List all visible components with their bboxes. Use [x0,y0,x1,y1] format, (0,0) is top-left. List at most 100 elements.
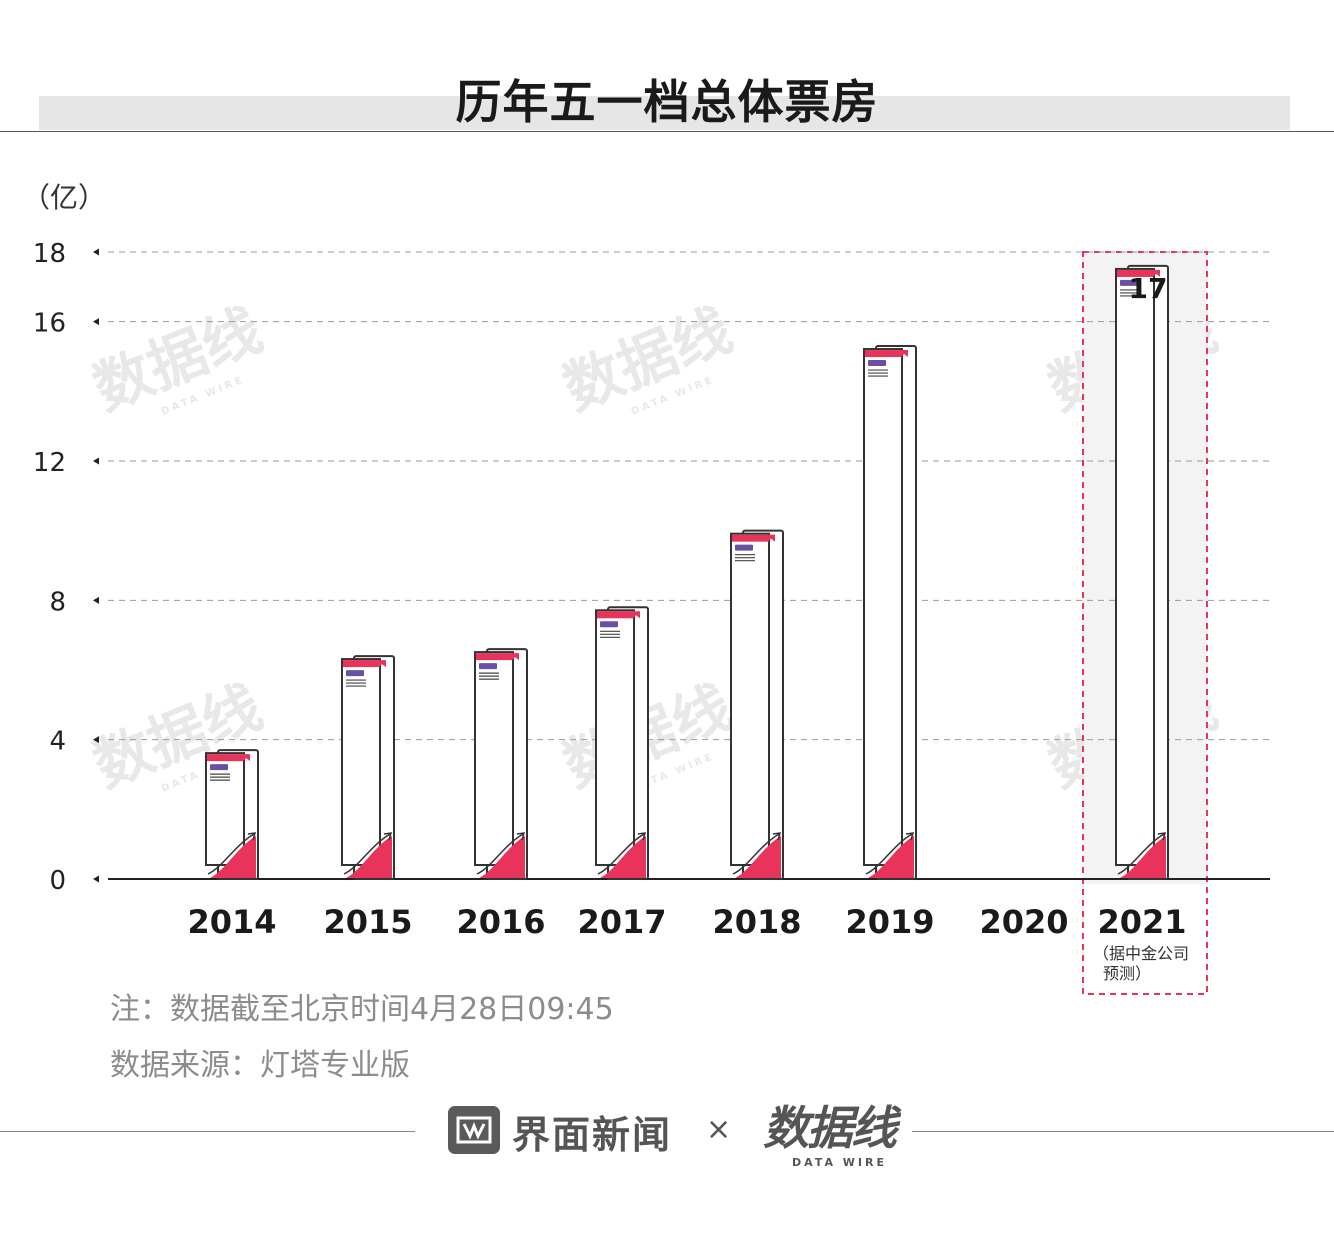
bar-growth-area [1120,836,1166,878]
forecast-note-line: 预测） [1103,964,1151,983]
bar-top-tab [512,653,519,661]
datawire-logo-text: 数据线 [763,1101,897,1155]
times-sign: × [706,1112,732,1147]
tick-marker [93,875,99,883]
bars-layer [205,264,1169,881]
title-band [39,96,1290,130]
bar-growth-area [600,836,646,878]
bar-growth-area [346,836,392,878]
ticket-bar [205,749,259,880]
title-divider [0,131,1334,132]
y-tick-label: 0 [49,866,66,896]
bar-growth-arrow [247,832,257,841]
labels-layer: 0 4 8 12 16 18 2014 2015 2016 2017 2018 2019 2020 202… [33,239,1189,983]
x-tick-label: 2021 [1097,903,1186,941]
x-tick-label: 2020 [979,903,1068,941]
chart-title: 历年五一档总体票房 [455,75,879,129]
data-label-2021: 17 [1129,272,1168,305]
bar-growth-area [479,836,525,878]
bar-growth-line [597,833,645,875]
grid-layer [93,248,1270,883]
y-tick-label: 18 [33,239,66,269]
x-tick-label: 2018 [712,903,801,941]
bar-top-tab [1153,269,1160,277]
bar-front [341,658,381,866]
ticket-icon [735,544,753,551]
bar-growth-line [343,833,391,875]
ticket-icon [868,360,886,367]
bar-top-tab [901,350,908,358]
bar-growth-arrow [1157,832,1167,841]
y-tick-label: 4 [49,727,66,757]
tick-marker [93,248,99,256]
ticket-icon [479,663,497,670]
bar-top-tab [243,754,250,762]
y-tick-label: 12 [33,448,66,478]
bar-top-strip [732,534,768,542]
x-tick-label: 2014 [187,903,276,941]
ticket-bar [341,655,395,880]
ticket-icon [1120,279,1138,286]
bar-growth-line [207,833,255,875]
ticket-bar [730,529,784,881]
bar-top-strip [1117,269,1153,277]
bar-growth-arrow [516,832,526,841]
y-axis-unit: （亿） [22,181,107,214]
bar-growth-line [865,833,913,875]
bar-front [595,609,635,866]
x-tick-label: 2016 [456,903,545,941]
jiemian-logo-icon [448,1106,500,1154]
tick-marker [93,596,99,604]
ticket-icon [600,621,618,628]
ticket-bar [474,648,528,880]
bar-top-tab [633,611,640,619]
footer-divider-left [0,1131,415,1132]
tick-marker [93,736,99,744]
y-tick-label: 16 [33,309,66,339]
bar-growth-line [732,833,780,875]
bar-growth-area [735,836,781,878]
x-tick-label: 2015 [323,903,412,941]
bar-growth-arrow [637,832,647,841]
ticket-icon [346,670,364,677]
note-data-source: 数据来源：灯塔专业版 [110,1048,410,1083]
bar-top-strip [865,350,901,358]
bar-front [474,651,514,866]
bar-growth-line [476,833,524,875]
tick-marker [93,318,99,326]
jiemian-logo-text: 界面新闻 [512,1113,673,1157]
ticket-bar [1115,264,1169,880]
bar-top-strip [597,611,633,619]
y-tick-label: 8 [49,587,66,617]
tick-marker [93,457,99,465]
ticket-icon [210,764,228,771]
note-data-cutoff: 注：数据截至北京时间4月28日09:45 [110,992,614,1027]
bar-growth-arrow [905,832,915,841]
x-tick-label: 2019 [845,903,934,941]
bar-front [863,348,903,866]
bar-growth-area [210,836,256,878]
jiemian-glyph-icon [456,1116,492,1144]
bar-growth-line [1117,833,1165,875]
x-tick-label: 2017 [577,903,666,941]
bar-front [1115,267,1155,866]
datawire-logo-subtext: DATA WIRE [792,1156,887,1169]
bar-top-strip [476,653,512,661]
highlight-frame [1082,251,1208,995]
ticket-bar [863,345,917,880]
forecast-note-line: （据中金公司 [1093,944,1189,963]
bar-growth-arrow [383,832,393,841]
bar-growth-arrow [772,832,782,841]
footer-divider-right [912,1131,1334,1132]
ticket-bar [595,606,649,880]
bar-top-tab [379,660,386,668]
bar-top-tab [768,534,775,542]
bar-growth-area [868,836,914,878]
bar-top-strip [207,754,243,762]
bar-front [730,532,770,867]
